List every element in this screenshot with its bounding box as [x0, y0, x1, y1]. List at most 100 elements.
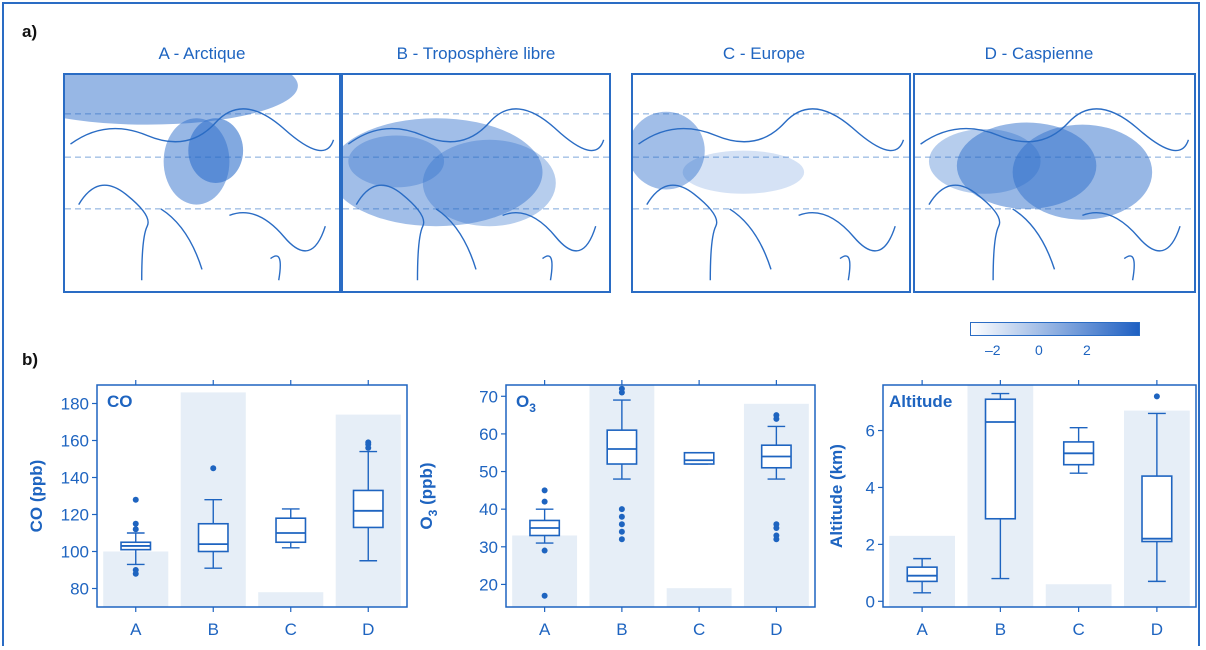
boxplot-1: 20 30 40 50 60 70 A B C D O3 O3 (ppb): [417, 380, 816, 639]
map-title-free-troposphere: B - Troposphère libre: [396, 44, 556, 63]
x-tick-label: C: [1072, 620, 1084, 639]
y-tick-label: 30: [479, 538, 498, 557]
concentration-area: [343, 118, 543, 227]
outlier-point: [541, 547, 548, 554]
outlier-point: [541, 487, 548, 494]
concentration-area: [163, 118, 230, 205]
plot-frame: [882, 384, 1197, 608]
map-svg: [633, 108, 909, 281]
y-tick-label: 80: [70, 580, 89, 599]
outlier-point: [132, 496, 139, 503]
y-tick-label: 100: [61, 543, 89, 562]
outlier-point: [1153, 393, 1160, 400]
outlier-point: [541, 498, 548, 505]
outlier-point: [618, 536, 625, 543]
outlier-point: [773, 412, 780, 419]
box: [352, 489, 384, 529]
x-tick-label: D: [770, 620, 782, 639]
x-tick-label: C: [693, 620, 705, 639]
map-svg: [65, 75, 339, 281]
x-tick-label: A: [130, 620, 142, 639]
map-panel-arctic: [63, 73, 341, 293]
panel-b-label: b): [22, 350, 39, 369]
panel-a-label: a): [22, 22, 38, 41]
outlier-point: [618, 385, 625, 392]
x-tick-label: D: [1151, 620, 1163, 639]
outlier-point: [618, 513, 625, 520]
y-tick-label: 20: [479, 575, 498, 594]
concentration-area: [422, 139, 556, 227]
y-tick-label: 160: [61, 432, 89, 451]
background-bar: [1045, 584, 1112, 607]
x-tick-label: B: [208, 620, 219, 639]
concentration-area: [928, 129, 1041, 194]
outlier-point: [132, 526, 139, 533]
y-tick-label: 60: [479, 425, 498, 444]
boxplot-0: 80 100 120 140 160 180 A B C D CO CO (ppb): [27, 380, 408, 639]
concentration-area: [1012, 124, 1153, 220]
box: [197, 522, 229, 553]
map-title-europe: C - Europe: [722, 44, 806, 63]
concentration-area: [682, 150, 805, 194]
x-tick-label: A: [916, 620, 928, 639]
outlier-point: [773, 521, 780, 528]
box: [984, 398, 1017, 520]
box: [606, 429, 638, 465]
map-svg: [343, 108, 609, 281]
coastline: [347, 108, 605, 281]
colorbar-tick-label: 0: [1035, 342, 1043, 358]
plot-frame: [505, 384, 816, 608]
outlier-point: [132, 567, 139, 573]
subscript: 3: [529, 401, 536, 415]
outlier-point: [618, 521, 625, 528]
outlier-point: [618, 506, 625, 513]
outlier-point: [365, 439, 372, 446]
x-tick-label: B: [995, 620, 1006, 639]
coastline: [920, 108, 1190, 281]
y-tick-label: 70: [479, 387, 498, 406]
outlier-point: [210, 465, 217, 472]
label-rest: (ppb): [417, 462, 436, 509]
colorbar: [970, 322, 1140, 336]
map-title-arctic: A - Arctique: [158, 44, 246, 63]
y-tick-label: 40: [479, 500, 498, 519]
y-tick-label: 180: [61, 395, 89, 414]
coastline: [638, 108, 905, 281]
x-tick-label: B: [616, 620, 627, 639]
box: [906, 566, 938, 583]
y-tick-label: 140: [61, 469, 89, 488]
y-axis-label: Altitude (km): [827, 444, 846, 548]
x-tick-label: C: [285, 620, 297, 639]
chart-title: CO: [107, 392, 133, 411]
map-panel-caspian: [913, 73, 1196, 293]
y-axis-label: CO (ppb): [27, 460, 46, 533]
outlier-point: [773, 532, 780, 539]
colorbar-tick-label: 2: [1083, 342, 1091, 358]
concentration-area: [348, 135, 445, 188]
box: [1141, 475, 1173, 543]
coastline: [70, 108, 335, 281]
y-tick-label: 6: [866, 422, 875, 441]
boxplot-2: 0 2 4 6 A B C D Altitude Altitude (km): [827, 380, 1197, 639]
concentration-area: [65, 75, 298, 125]
map-svg: [915, 108, 1194, 281]
box: [275, 517, 307, 544]
subscript: 3: [426, 509, 440, 516]
plot-frame: [96, 384, 408, 608]
x-tick-label: D: [362, 620, 374, 639]
map-title-caspian: D - Caspienne: [984, 44, 1094, 63]
y-tick-label: 0: [866, 592, 875, 611]
y-tick-label: 120: [61, 506, 89, 525]
map-panel-free-troposphere: [341, 73, 611, 293]
y-axis-label: O3 (ppb): [417, 462, 440, 529]
map-panel-europe: [631, 73, 911, 293]
outlier-point: [541, 592, 548, 599]
chart-title: O3: [516, 392, 536, 415]
y-tick-label: 4: [866, 478, 875, 497]
concentration-area: [633, 111, 705, 190]
box: [683, 451, 715, 465]
outlier-point: [132, 520, 139, 527]
y-tick-label: 2: [866, 535, 875, 554]
